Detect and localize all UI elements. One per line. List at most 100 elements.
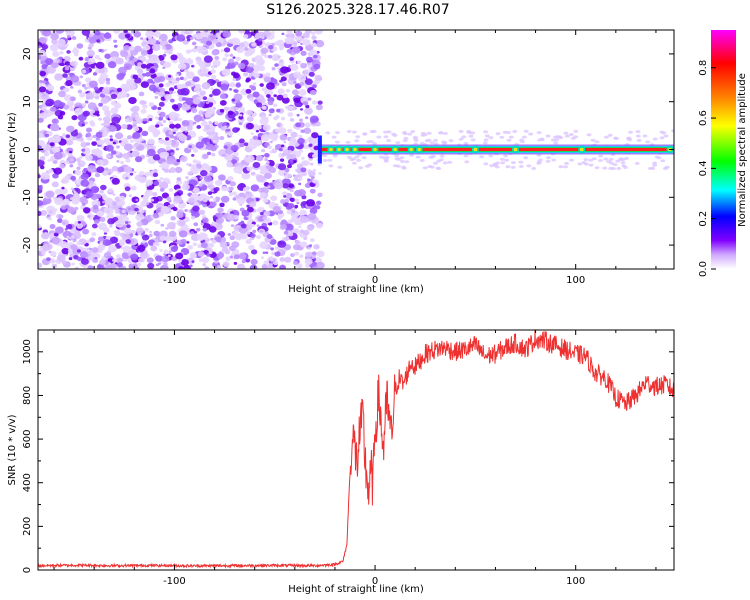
noise-blob (108, 244, 117, 253)
noise-blob (132, 120, 138, 125)
noise-blob (150, 245, 158, 252)
noise-blob (229, 181, 236, 187)
noise-blob (40, 165, 45, 170)
noise-blob (53, 170, 57, 173)
noise-blob (44, 58, 54, 66)
colorbar-tick-label: 0.8 (698, 60, 709, 76)
x-tick-label: 100 (566, 576, 585, 587)
noise-blob (57, 114, 64, 120)
noise-blob (54, 197, 64, 206)
noise-blob (315, 104, 323, 111)
noise-blob (280, 224, 288, 230)
noise-blob (260, 134, 270, 142)
y-tick-label: 0 (22, 567, 33, 573)
noise-blob (245, 122, 254, 130)
scatter-point (376, 135, 382, 139)
noise-blob (94, 149, 103, 157)
noise-blob (218, 174, 226, 181)
scatter-point (394, 154, 400, 158)
noise-blob (316, 41, 320, 44)
noise-blob (52, 51, 60, 58)
noise-blob (190, 231, 195, 235)
noise-blob (98, 68, 105, 74)
noise-blob (46, 85, 55, 92)
noise-blob (170, 135, 175, 139)
noise-blob (123, 143, 133, 151)
noise-blob (252, 72, 260, 79)
noise-blob (114, 208, 122, 214)
noise-blob (139, 56, 146, 61)
noise-blob (153, 181, 160, 186)
noise-blob (263, 30, 272, 38)
noise-blob (249, 201, 257, 208)
noise-blob (76, 214, 85, 222)
noise-blob (286, 209, 293, 215)
scatter-point (628, 130, 634, 134)
noise-blob (46, 257, 51, 262)
noise-blob (272, 260, 279, 266)
noise-blob (106, 207, 112, 212)
scatter-point (362, 132, 368, 136)
noise-blob (47, 159, 51, 162)
scatter-point (661, 131, 667, 135)
scatter-point (495, 132, 501, 136)
noise-blob (225, 131, 229, 134)
signal-core-line (320, 147, 674, 152)
noise-blob (233, 72, 240, 79)
scatter-point (479, 155, 485, 159)
noise-blob (138, 91, 145, 97)
scatter-point (422, 166, 428, 170)
noise-blob (160, 161, 170, 170)
noise-blob (181, 183, 190, 191)
noise-blob (276, 108, 281, 113)
scatter-point (671, 129, 674, 133)
noise-blob (153, 76, 162, 83)
noise-blob (147, 254, 151, 257)
noise-blob (38, 45, 41, 49)
noise-blob (106, 168, 114, 175)
scatter-point (392, 164, 398, 168)
noise-blob (252, 135, 258, 140)
noise-blob (55, 30, 65, 34)
scatter-point (583, 158, 589, 162)
noise-blob (189, 264, 193, 267)
noise-blob (300, 167, 307, 173)
noise-blob (49, 240, 53, 243)
noise-blob (114, 102, 122, 109)
noise-blob (142, 100, 147, 105)
noise-blob (81, 30, 91, 36)
y-tick-label: 800 (22, 386, 33, 405)
noise-blob (88, 36, 97, 44)
noise-blob (123, 63, 132, 71)
noise-blob (239, 106, 245, 112)
scatter-point (659, 136, 665, 140)
noise-blob (252, 91, 260, 98)
noise-blob (76, 223, 84, 229)
noise-blob (164, 43, 172, 50)
noise-blob (130, 30, 135, 34)
scatter-point (652, 163, 658, 167)
noise-blob (125, 239, 131, 244)
noise-blob (307, 97, 312, 101)
noise-blob (306, 62, 311, 66)
scatter-point (430, 154, 436, 158)
y-tick-label: -20 (22, 237, 33, 253)
noise-blob (272, 149, 276, 152)
scatter-point (483, 130, 489, 134)
noise-blob (59, 163, 66, 169)
noise-blob (177, 62, 187, 70)
scatter-point (331, 135, 337, 139)
noise-blob (122, 152, 130, 160)
y-tick-label: 200 (22, 517, 33, 536)
noise-blob (155, 124, 160, 128)
noise-blob (244, 30, 250, 35)
noise-blob (81, 148, 86, 152)
noise-blob (248, 244, 255, 251)
noise-blob (45, 190, 55, 199)
noise-blob (146, 148, 156, 157)
noise-blob (50, 106, 57, 112)
noise-blob (144, 227, 149, 232)
noise-blob (185, 81, 192, 87)
noise-blob (280, 76, 287, 82)
